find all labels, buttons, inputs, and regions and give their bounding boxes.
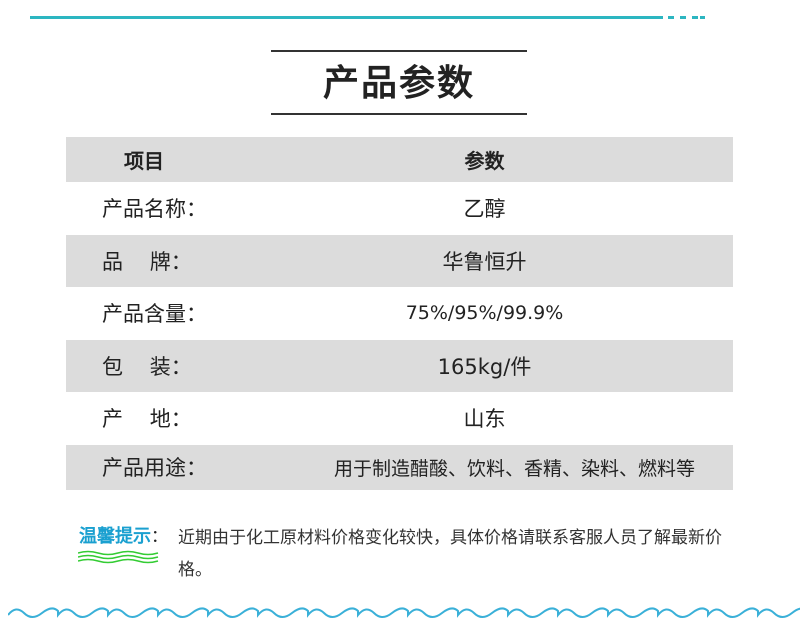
tip-heading: 温馨提示： bbox=[79, 522, 168, 548]
title-box: 产品参数 bbox=[271, 50, 527, 115]
row-label: 产品用途： bbox=[102, 456, 207, 480]
row-value: 165kg/件 bbox=[437, 354, 532, 379]
row-label: 产 地： bbox=[102, 407, 192, 432]
divider-dash bbox=[668, 16, 674, 19]
row-value: 用于制造醋酸、饮料、香精、染料、燃料等 bbox=[333, 457, 695, 480]
table-row: 产品含量： 75%/95%/99.9% bbox=[66, 287, 733, 340]
table-header: 项目 参数 bbox=[66, 137, 733, 182]
table-row: 产品用途： 用于制造醋酸、饮料、香精、染料、燃料等 bbox=[66, 444, 733, 490]
table-row: 包 装： 165kg/件 bbox=[66, 339, 733, 392]
row-value: 75%/95%/99.9% bbox=[405, 302, 564, 325]
top-divider-line bbox=[30, 16, 663, 19]
row-value: 华鲁恒升 bbox=[442, 249, 527, 274]
row-label: 品 牌： bbox=[102, 249, 192, 274]
tip-text: 近期由于化工原材料价格变化较快，具体价格请联系客服人员了解最新价格。 bbox=[178, 528, 722, 580]
table-row: 品 牌： 华鲁恒升 bbox=[66, 234, 733, 287]
row-label: 包 装： bbox=[102, 354, 192, 379]
row-label: 产品名称： bbox=[102, 197, 207, 222]
table-row: 产 地： 山东 bbox=[66, 392, 733, 445]
tip-colon: ： bbox=[151, 527, 168, 547]
row-value: 乙醇 bbox=[463, 197, 506, 222]
header-item: 项目 bbox=[124, 149, 164, 173]
row-value: 山东 bbox=[463, 407, 506, 432]
parameter-table: 项目 参数 产品名称： 乙醇 品 牌： 华鲁恒升 产品含量： 75%/95%/9… bbox=[66, 137, 733, 490]
row-label: 产品含量： bbox=[102, 302, 207, 327]
green-wave-icon bbox=[78, 550, 159, 564]
divider-dash bbox=[692, 16, 698, 19]
header-param: 参数 bbox=[464, 149, 505, 173]
bottom-wave-border bbox=[8, 607, 800, 618]
tip-label: 温馨提示 bbox=[79, 526, 151, 547]
divider-dash bbox=[700, 16, 705, 19]
page-title: 产品参数 bbox=[322, 63, 475, 104]
divider-dash bbox=[680, 16, 686, 19]
table-row: 产品名称： 乙醇 bbox=[66, 182, 733, 235]
